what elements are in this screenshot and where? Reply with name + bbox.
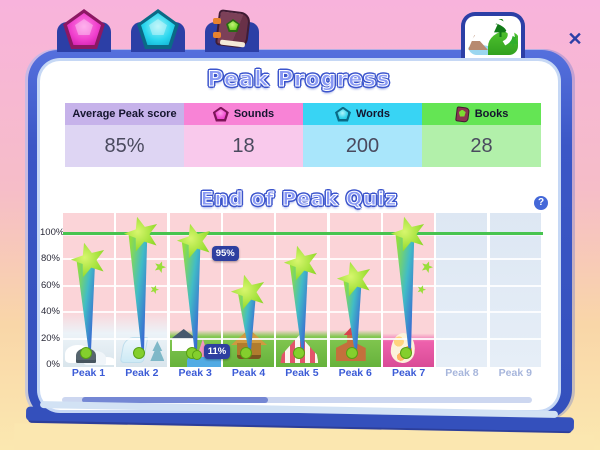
x-axis-label: Peak 1 [71, 367, 106, 379]
y-axis-tick: 40% [40, 306, 60, 318]
scene-shape [171, 329, 196, 351]
y-axis-tick: 20% [40, 332, 60, 344]
y-axis-tick: 100% [40, 227, 65, 238]
comet-base-dot [399, 347, 412, 359]
comet-base-dot [239, 347, 252, 359]
pink-gem-pentagon-icon [63, 9, 105, 49]
stat-value: 18 [184, 125, 303, 167]
tab-books[interactable] [205, 9, 259, 52]
stat-value: 28 [422, 125, 541, 167]
stat-column-1: Average Peak score 85% [65, 103, 184, 167]
stat-header: Words [303, 103, 422, 125]
scrollbar-track[interactable] [62, 397, 532, 403]
stat-label: Words [355, 108, 391, 120]
x-axis-label: Peak 9 [498, 367, 532, 379]
book-gem-icon [226, 19, 240, 32]
comet-base-dot [346, 347, 359, 359]
y-axis-tick: 0% [46, 359, 60, 370]
comet-base-dot [79, 347, 92, 359]
tab-peak-progress[interactable] [461, 12, 525, 58]
comet-base-dot [292, 347, 305, 359]
score-badge: 11% [203, 344, 231, 359]
close-button[interactable]: ✕ [567, 29, 583, 49]
x-axis-label: Peak 2 [125, 367, 159, 379]
stat-header: Average Peak score [65, 103, 184, 125]
tab-words[interactable] [131, 9, 185, 52]
scene-shape [196, 339, 209, 357]
peak-mountain-icon [468, 19, 518, 55]
cyan-pentagon-icon [334, 106, 351, 122]
peak-column [489, 213, 541, 367]
x-axis-label: Peak 8 [445, 367, 479, 379]
stat-value: 200 [303, 125, 422, 167]
goal-line-100 [63, 231, 543, 235]
quiz-plot: 95% 11% [63, 213, 543, 367]
stat-header: Sounds [184, 103, 303, 125]
tab-sounds[interactable] [57, 9, 111, 52]
scene-shape [343, 327, 359, 335]
scene-shape [150, 341, 165, 361]
stat-column-3: Words 200 [303, 103, 422, 167]
page-title: Peak Progress [207, 67, 391, 92]
first-score-dot [191, 350, 202, 360]
y-axis-tick: 60% [40, 279, 60, 291]
x-axis-label: Peak 6 [338, 367, 372, 379]
stat-value: 85% [65, 125, 184, 167]
stat-column-4: Books 28 [422, 103, 541, 167]
book-icon [211, 9, 253, 49]
scrollbar-thumb[interactable] [82, 397, 268, 403]
stat-label: Sounds [233, 108, 275, 120]
pink-pentagon-icon [212, 106, 229, 122]
comet-base-dot [132, 347, 145, 359]
help-button[interactable]: ? [534, 196, 548, 210]
x-axis-label: Peak 4 [231, 367, 266, 379]
cyan-gem-pentagon-icon [137, 9, 179, 49]
stat-label: Average Peak score [72, 108, 177, 120]
content-panel: Peak Progress Average Peak score 85% Sound… [40, 61, 558, 410]
score-badge: 95% [211, 245, 239, 261]
stat-header: Books [422, 103, 541, 125]
x-axis-label: Peak 7 [391, 367, 426, 379]
x-axis-label: Peak 5 [285, 367, 319, 379]
stat-label: Books [474, 108, 509, 120]
peak-column [436, 213, 488, 367]
book-icon [454, 105, 470, 123]
quiz-section-title: End of Peak Quiz [200, 188, 398, 211]
y-axis-tick: 80% [40, 253, 60, 265]
stats-table: Average Peak score 85% Sounds 18 Words 200 Boo… [65, 103, 541, 167]
stat-column-2: Sounds 18 [184, 103, 303, 167]
x-axis-label: Peak 3 [178, 367, 212, 379]
